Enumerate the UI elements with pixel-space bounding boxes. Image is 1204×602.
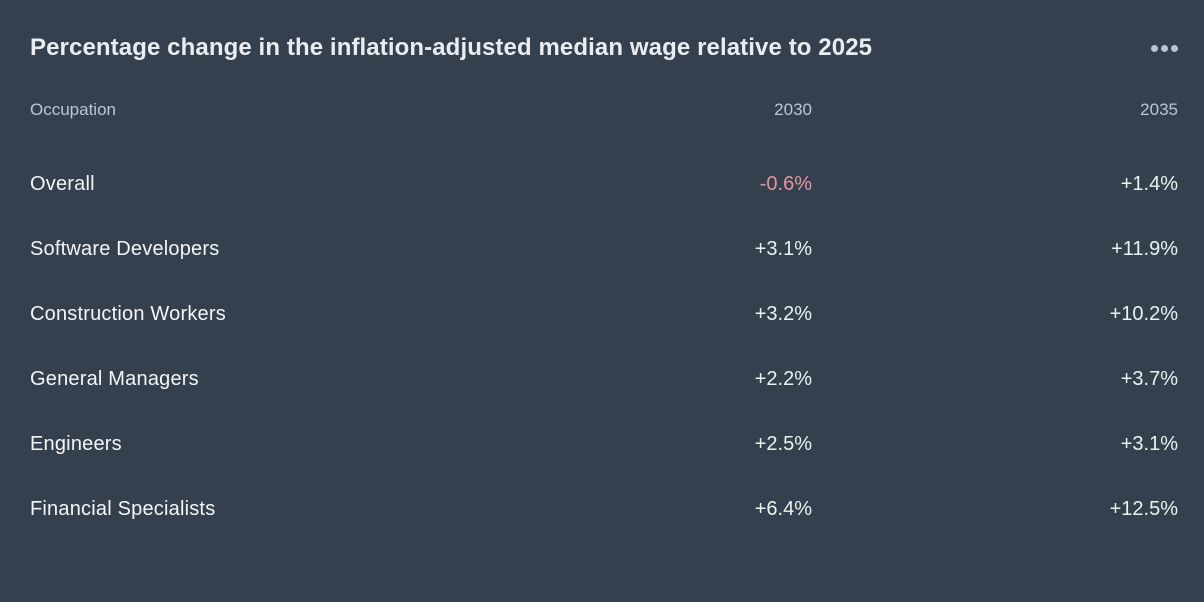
occupation-label: General Managers <box>30 368 199 390</box>
ellipsis-horizontal-icon <box>1161 44 1168 52</box>
ellipsis-horizontal-icon <box>1151 44 1158 52</box>
occupation-label: Software Developers <box>30 238 220 260</box>
wage-value-2030: +3.1% <box>754 238 812 260</box>
wage-value-2035: +1.4% <box>1120 173 1178 195</box>
occupation-label: Financial Specialists <box>30 498 216 520</box>
wage-value-2030: +6.4% <box>754 498 812 520</box>
wage-value-2035: +3.7% <box>1120 368 1178 390</box>
table-row: Financial Specialists +6.4% +12.5% <box>30 477 1178 542</box>
occupation-label: Construction Workers <box>30 303 226 325</box>
wage-value-2030: +3.2% <box>754 303 812 325</box>
ellipsis-menu-button[interactable] <box>1149 39 1180 58</box>
wage-value-2030: +2.2% <box>754 368 812 390</box>
table-header-row: Occupation 2030 2035 <box>30 99 1178 121</box>
table-row: Software Developers +3.1% +11.9% <box>30 217 1178 282</box>
wage-value-2030: -0.6% <box>759 173 812 195</box>
occupation-label: Engineers <box>30 433 122 455</box>
wage-change-card: Percentage change in the inflation-adjus… <box>0 32 1204 602</box>
occupation-label: Overall <box>30 173 95 195</box>
wage-value-2030: +2.5% <box>754 433 812 455</box>
card-header: Percentage change in the inflation-adjus… <box>30 32 1178 64</box>
table-row: Engineers +2.5% +3.1% <box>30 412 1178 477</box>
wage-value-2035: +3.1% <box>1120 433 1178 455</box>
column-header-occupation: Occupation <box>30 100 116 119</box>
ellipsis-horizontal-icon <box>1171 44 1178 52</box>
table-row: Overall -0.6% +1.4% <box>30 152 1178 217</box>
wage-value-2035: +12.5% <box>1109 498 1178 520</box>
column-header-2035: 2035 <box>1140 100 1178 119</box>
column-header-2030: 2030 <box>774 100 812 119</box>
wage-value-2035: +11.9% <box>1111 238 1178 260</box>
table-body: Overall -0.6% +1.4% Software Developers … <box>30 152 1178 542</box>
table-row: General Managers +2.2% +3.7% <box>30 347 1178 412</box>
card-title: Percentage change in the inflation-adjus… <box>30 34 873 61</box>
wage-value-2035: +10.2% <box>1109 303 1178 325</box>
table-row: Construction Workers +3.2% +10.2% <box>30 282 1178 347</box>
